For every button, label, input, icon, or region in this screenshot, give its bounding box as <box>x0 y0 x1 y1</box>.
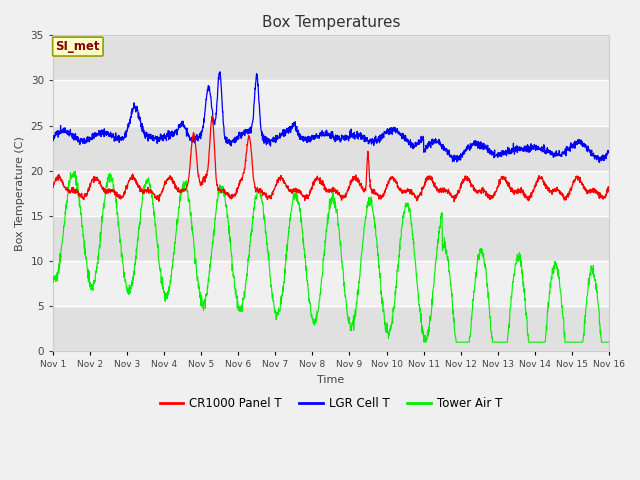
Bar <box>53 261 609 306</box>
Legend: CR1000 Panel T, LGR Cell T, Tower Air T: CR1000 Panel T, LGR Cell T, Tower Air T <box>155 392 507 415</box>
Bar <box>53 126 609 171</box>
Bar <box>53 81 609 126</box>
Text: SI_met: SI_met <box>56 40 100 53</box>
X-axis label: Time: Time <box>317 375 344 385</box>
Bar <box>53 36 609 81</box>
Bar <box>53 306 609 351</box>
Bar <box>53 171 609 216</box>
Y-axis label: Box Temperature (C): Box Temperature (C) <box>15 136 25 251</box>
Bar <box>53 216 609 261</box>
Title: Box Temperatures: Box Temperatures <box>262 15 400 30</box>
